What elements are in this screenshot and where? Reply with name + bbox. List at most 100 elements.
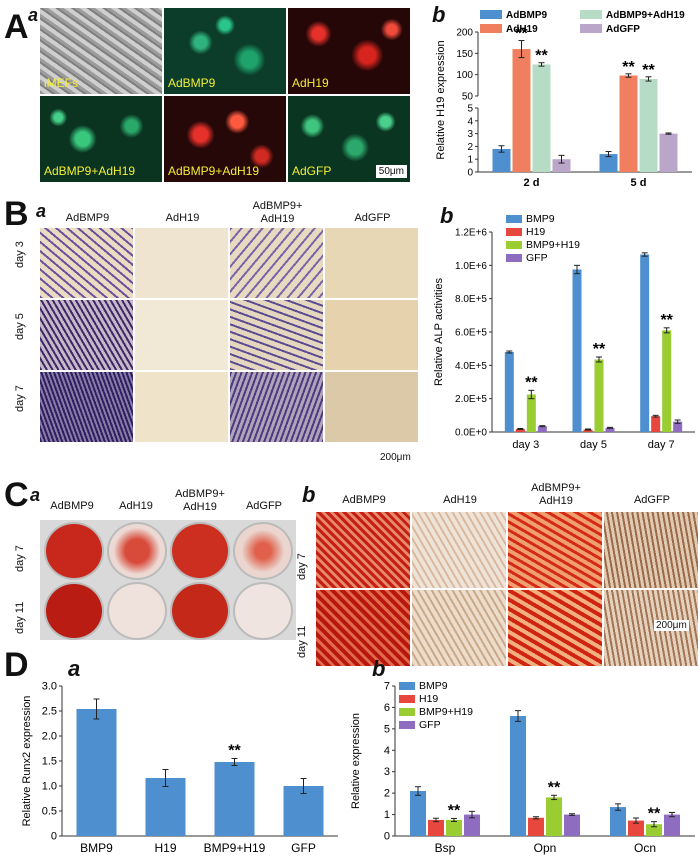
row-label: day 7 — [14, 545, 26, 572]
y-tick-label: 4.0E+5 — [455, 361, 487, 372]
panel-sublabel-ca: a — [30, 485, 41, 505]
culture-well — [44, 582, 104, 640]
stain-tile — [40, 300, 133, 370]
bar-break-fill — [639, 96, 658, 108]
stain-tile — [230, 300, 323, 370]
y-tick-label: 200 — [456, 28, 473, 39]
bar — [646, 824, 662, 836]
micro-tile — [316, 590, 410, 666]
stain-tile — [40, 372, 133, 442]
micro-tile-adbmp9: AdBMP9 — [164, 8, 286, 94]
micro-tile — [412, 590, 506, 666]
y-tick-label: 0.5 — [42, 806, 57, 818]
y-tick-label: 100 — [456, 70, 473, 81]
legend-label: BMP9+H19 — [526, 239, 580, 251]
bar — [515, 429, 525, 432]
micro-tile — [508, 512, 602, 588]
y-tick-label: 0 — [51, 831, 57, 843]
stain-tile — [230, 228, 323, 298]
legend-label: BMP9 — [526, 213, 555, 225]
bar — [552, 159, 571, 172]
legend-label: GFP — [419, 719, 441, 731]
y-tick-label: 1.2E+6 — [455, 228, 487, 239]
y-tick-label: 6.0E+5 — [455, 328, 487, 339]
culture-well — [170, 582, 230, 640]
row-label: day 7 — [296, 553, 308, 580]
significance-mark: ** — [548, 779, 561, 796]
panel-sublabel-ba: a — [36, 201, 47, 221]
y-axis-label: Relative H19 expression — [435, 40, 447, 159]
y-tick-label: 2.0 — [42, 731, 57, 743]
bar-upper — [512, 49, 531, 96]
chart-da: 0 0.5 1.0 1.5 2.0 2.5 3.0 BMP9 H19 BMP9+H19 ** GFP R… — [21, 681, 338, 855]
micro-tile — [508, 590, 602, 666]
col-label: AdH19 — [119, 500, 153, 512]
bar — [410, 791, 426, 836]
bar — [526, 394, 536, 432]
tile-label: AdBMP9 — [168, 76, 216, 90]
y-tick-label: 2.0E+5 — [455, 394, 487, 405]
y-tick-label: 3 — [467, 129, 473, 140]
panel-letter-a: A — [4, 8, 29, 46]
x-category-label: day 3 — [512, 439, 539, 451]
bar-lower — [532, 108, 551, 172]
col-label: AdGFP — [354, 212, 391, 224]
legend-swatch — [506, 215, 522, 223]
row-label: day 7 — [14, 385, 26, 412]
significance-mark: ** — [642, 62, 655, 79]
y-tick-label: 0 — [384, 831, 390, 843]
y-axis-label: Relative ALP activities — [433, 277, 445, 386]
x-category-label: BMP9 — [80, 841, 113, 855]
y-tick-label: 2 — [467, 142, 473, 153]
bar — [673, 421, 683, 432]
col-label: AdBMP9 — [65, 212, 110, 224]
bar — [662, 330, 672, 432]
y-tick-label: 1 — [384, 809, 390, 821]
tile-label: AdH19 — [292, 76, 329, 90]
panel-sublabel-da: a — [68, 656, 81, 681]
y-tick-label: 4 — [467, 116, 473, 127]
stain-tile — [325, 228, 418, 298]
legend-swatch — [399, 695, 415, 703]
culture-well — [233, 522, 293, 580]
bar — [537, 426, 547, 432]
tile-label: AdBMP9+AdH19 — [168, 164, 260, 178]
legend-swatch — [399, 721, 415, 729]
col-label: AdBMP9 — [342, 494, 386, 506]
legend-swatch — [399, 682, 415, 690]
stain-tile — [325, 372, 418, 442]
bar — [283, 786, 324, 836]
bar-break-fill — [532, 96, 551, 108]
micro-tile — [316, 512, 410, 588]
legend-label: AdGFP — [606, 24, 640, 35]
bar — [572, 269, 582, 432]
panel-letter-ab: b — [432, 2, 446, 27]
bar-break-fill — [512, 96, 531, 108]
bar — [659, 133, 678, 172]
bar — [610, 807, 626, 836]
col-label: AdGFP — [245, 500, 283, 512]
legend-swatch — [580, 10, 602, 19]
bar — [492, 148, 511, 172]
significance-mark: ** — [535, 48, 548, 65]
chart-db: 0 1 2 3 4 5 6 7 Bsp ** Opn ** Ocn ** Relative expressi… — [350, 680, 695, 855]
legend-label: GFP — [526, 252, 548, 264]
x-category-label: Bsp — [435, 841, 456, 855]
row-label: day 3 — [14, 241, 26, 268]
legend-label: AdBMP9+AdH19 — [606, 10, 685, 21]
y-axis-label: Relative Runx2 expression — [21, 696, 33, 827]
row-label: day 11 — [296, 625, 308, 658]
bar — [510, 716, 526, 836]
tile-label: AdBMP9+AdH19 — [44, 164, 136, 178]
x-category-label: 2 d — [524, 177, 540, 189]
tile-label: AdGFP — [292, 164, 332, 178]
bar-break-fill — [619, 96, 638, 108]
significance-mark: ** — [515, 26, 528, 43]
x-category-label: Opn — [534, 841, 557, 855]
y-tick-label: 5 — [384, 723, 390, 735]
bar-upper — [532, 64, 551, 96]
y-axis-label: Relative expression — [350, 713, 362, 809]
y-tick-label: 1.0 — [42, 781, 57, 793]
x-category-label: day 7 — [648, 439, 675, 451]
bar — [428, 819, 444, 836]
